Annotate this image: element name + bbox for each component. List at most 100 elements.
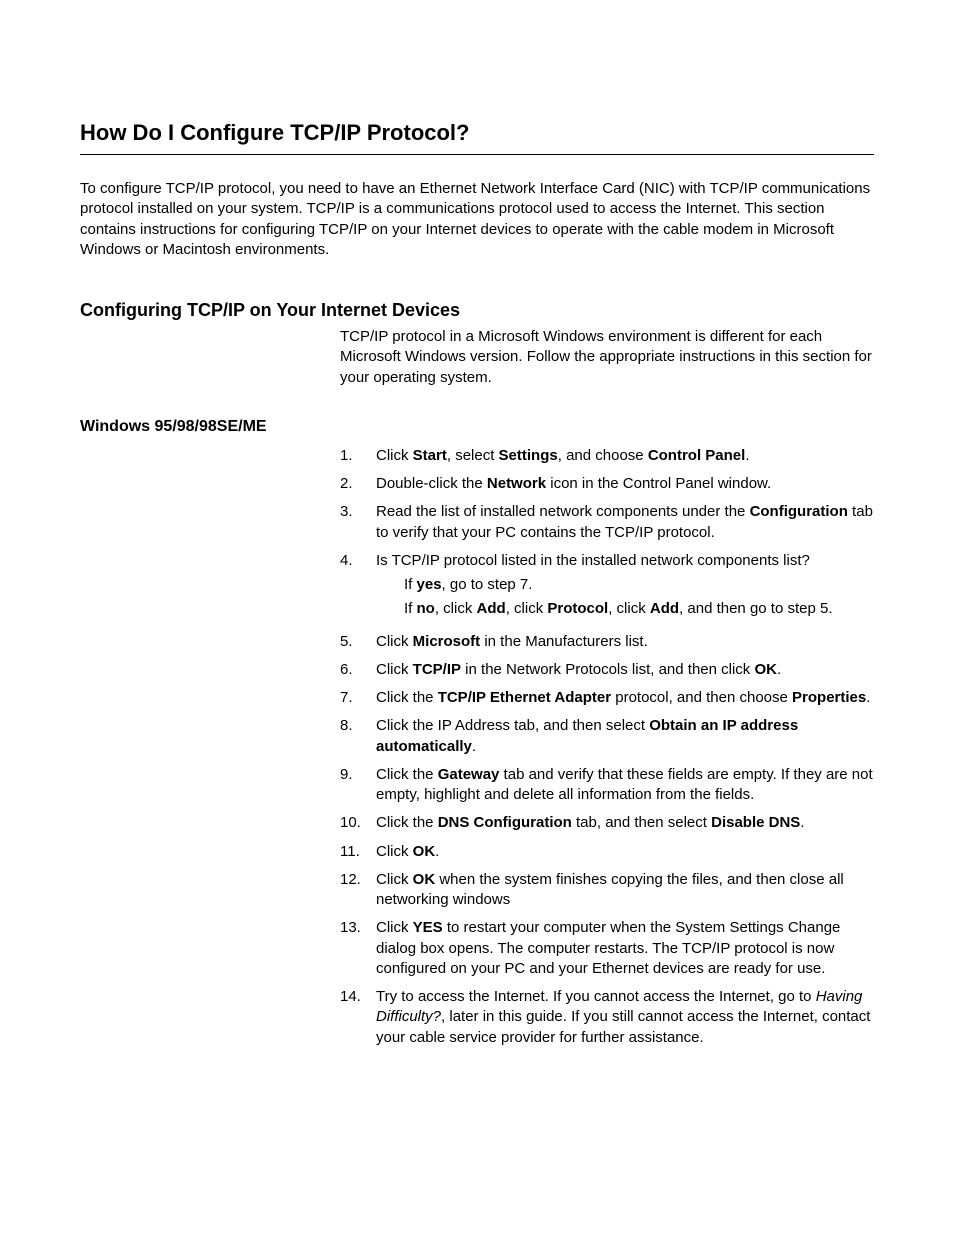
text-run: Try to access the Internet. If you canno… xyxy=(376,988,816,1005)
text-run: Network xyxy=(487,475,546,492)
text-run: Add xyxy=(650,600,679,617)
text-run: , select xyxy=(447,447,499,464)
step-item: 4.Is TCP/IP protocol listed in the insta… xyxy=(340,551,874,624)
text-run: Click xyxy=(376,843,413,860)
step-number: 6. xyxy=(340,660,376,680)
step-text: Double-click the Network icon in the Con… xyxy=(376,474,874,494)
text-run: . xyxy=(435,843,439,860)
text-run: Read the list of installed network compo… xyxy=(376,503,750,520)
section-intro: To configure TCP/IP protocol, you need t… xyxy=(80,179,874,260)
step-item: 10.Click the DNS Configuration tab, and … xyxy=(340,813,874,833)
step-sub-bullets: If yes, go to step 7.If no, click Add, c… xyxy=(404,575,874,620)
text-run: Click the xyxy=(376,689,438,706)
step-item: 11.Click OK. xyxy=(340,842,874,862)
text-run: . xyxy=(745,447,749,464)
step-number: 13. xyxy=(340,918,376,938)
text-run: . xyxy=(800,814,804,831)
step-number: 5. xyxy=(340,632,376,652)
step-number: 12. xyxy=(340,870,376,890)
subsection2-title: Windows 95/98/98SE/ME xyxy=(80,418,874,436)
step-item: 12.Click OK when the system finishes cop… xyxy=(340,870,874,911)
step-text: Is TCP/IP protocol listed in the install… xyxy=(376,551,874,624)
text-run: If xyxy=(404,576,417,593)
step-text: Click Start, select Settings, and choose… xyxy=(376,446,874,466)
horizontal-rule xyxy=(80,154,874,155)
text-run: Disable DNS xyxy=(711,814,800,831)
text-run: Protocol xyxy=(547,600,608,617)
subsection1-body: TCP/IP protocol in a Microsoft Windows e… xyxy=(340,327,874,388)
steps-list: 1.Click Start, select Settings, and choo… xyxy=(340,446,874,1048)
step-item: 6.Click TCP/IP in the Network Protocols … xyxy=(340,660,874,680)
step-text: Click OK. xyxy=(376,842,874,862)
text-run: Microsoft xyxy=(413,633,481,650)
step-number: 11. xyxy=(340,842,376,862)
step-item: 13.Click YES to restart your computer wh… xyxy=(340,918,874,979)
step-number: 1. xyxy=(340,446,376,466)
text-run: If xyxy=(404,600,417,617)
text-run: , and choose xyxy=(558,447,648,464)
step-number: 3. xyxy=(340,502,376,522)
text-run: Is TCP/IP protocol listed in the install… xyxy=(376,552,810,569)
text-run: DNS Configuration xyxy=(438,814,572,831)
text-run: TCP/IP xyxy=(413,661,461,678)
text-run: Click xyxy=(376,871,413,888)
step-number: 4. xyxy=(340,551,376,571)
text-run: OK xyxy=(754,661,777,678)
step-number: 7. xyxy=(340,688,376,708)
step-item: 7.Click the TCP/IP Ethernet Adapter prot… xyxy=(340,688,874,708)
step-number: 8. xyxy=(340,716,376,736)
text-run: , click xyxy=(435,600,477,617)
text-run: OK xyxy=(413,843,436,860)
step-text: Click YES to restart your computer when … xyxy=(376,918,874,979)
section-header: How Do I Configure TCP/IP Protocol? To c… xyxy=(80,120,874,260)
text-run: OK xyxy=(413,871,436,888)
step-text: Read the list of installed network compo… xyxy=(376,502,874,543)
step-item: 5.Click Microsoft in the Manufacturers l… xyxy=(340,632,874,652)
steps-container: 1.Click Start, select Settings, and choo… xyxy=(340,446,874,1048)
text-run: , go to step 7. xyxy=(442,576,533,593)
step-item: 9.Click the Gateway tab and verify that … xyxy=(340,765,874,806)
text-run: Click xyxy=(376,447,413,464)
text-run: in the Network Protocols list, and then … xyxy=(461,661,754,678)
section-title: How Do I Configure TCP/IP Protocol? xyxy=(80,120,874,146)
text-run: , later in this guide. If you still cann… xyxy=(376,1008,870,1045)
text-run: Double-click the xyxy=(376,475,487,492)
text-run: Click xyxy=(376,633,413,650)
step-number: 10. xyxy=(340,813,376,833)
document-page: How Do I Configure TCP/IP Protocol? To c… xyxy=(0,0,954,1235)
step-text: Click the IP Address tab, and then selec… xyxy=(376,716,874,757)
step-number: 14. xyxy=(340,987,376,1007)
sub-bullet: If no, click Add, click Protocol, click … xyxy=(404,599,874,619)
text-run: Click xyxy=(376,919,413,936)
text-run: icon in the Control Panel window. xyxy=(546,475,771,492)
step-number: 9. xyxy=(340,765,376,785)
step-text: Click OK when the system finishes copyin… xyxy=(376,870,874,911)
text-run: Click the xyxy=(376,766,438,783)
step-item: 1.Click Start, select Settings, and choo… xyxy=(340,446,874,466)
step-text: Click the Gateway tab and verify that th… xyxy=(376,765,874,806)
step-text: Click TCP/IP in the Network Protocols li… xyxy=(376,660,874,680)
text-run: YES xyxy=(413,919,443,936)
text-run: , click xyxy=(608,600,650,617)
text-run: Control Panel xyxy=(648,447,746,464)
text-run: Click xyxy=(376,661,413,678)
text-run: Click the IP Address tab, and then selec… xyxy=(376,717,649,734)
text-run: . xyxy=(472,738,476,755)
text-run: Add xyxy=(477,600,506,617)
text-run: . xyxy=(777,661,781,678)
text-run: Settings xyxy=(499,447,558,464)
step-item: 3.Read the list of installed network com… xyxy=(340,502,874,543)
step-item: 14.Try to access the Internet. If you ca… xyxy=(340,987,874,1048)
step-text: Click the TCP/IP Ethernet Adapter protoc… xyxy=(376,688,874,708)
step-number: 2. xyxy=(340,474,376,494)
text-run: Properties xyxy=(792,689,866,706)
text-run: in the Manufacturers list. xyxy=(480,633,648,650)
step-item: 8.Click the IP Address tab, and then sel… xyxy=(340,716,874,757)
text-run: no xyxy=(417,600,435,617)
text-run: . xyxy=(866,689,870,706)
step-text: Try to access the Internet. If you canno… xyxy=(376,987,874,1048)
text-run: tab, and then select xyxy=(572,814,711,831)
text-run: yes xyxy=(417,576,442,593)
step-item: 2.Double-click the Network icon in the C… xyxy=(340,474,874,494)
text-run: , click xyxy=(506,600,548,617)
